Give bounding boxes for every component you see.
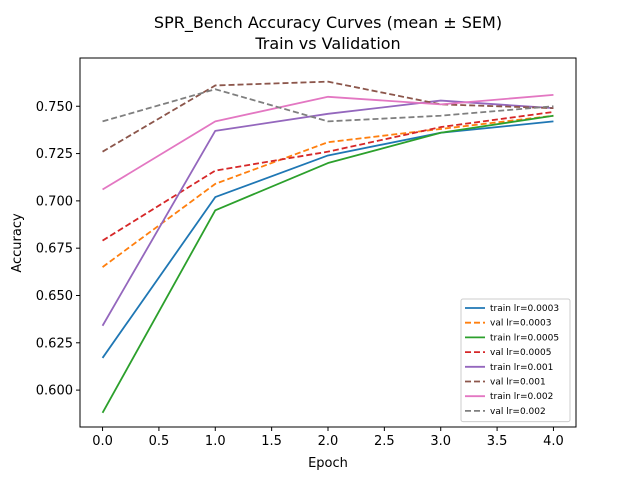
series-line-0 bbox=[101, 120, 554, 359]
legend-label: train lr=0.0005 bbox=[490, 333, 559, 343]
x-tick-label: 3.5 bbox=[487, 434, 508, 449]
legend-box bbox=[460, 298, 571, 423]
x-tick-label: 0.0 bbox=[92, 434, 113, 449]
plot-lines bbox=[101, 80, 554, 414]
series-line-7 bbox=[102, 88, 554, 123]
series-line-3 bbox=[102, 111, 554, 242]
series-line-5 bbox=[102, 80, 554, 153]
y-tick-label: 0.600 bbox=[36, 384, 73, 399]
x-tick-label: 1.0 bbox=[205, 434, 226, 449]
series-line-6 bbox=[102, 94, 554, 191]
y-tick-label: 0.725 bbox=[36, 147, 73, 162]
legend-label: train lr=0.002 bbox=[490, 392, 553, 402]
y-axis-ticks: 0.600 0.625 0.650 0.675 0.700 0.725 0.750 bbox=[36, 100, 80, 399]
x-axis-ticks: 0.0 0.5 1.0 1.5 2.0 2.5 3.0 3.5 4.0 bbox=[92, 427, 564, 449]
legend-label: train lr=0.0003 bbox=[490, 304, 559, 314]
y-axis-label: Accuracy bbox=[10, 213, 25, 273]
legend-label: val lr=0.0005 bbox=[490, 348, 551, 358]
x-tick-label: 4.0 bbox=[543, 434, 564, 449]
y-tick-label: 0.675 bbox=[36, 242, 73, 257]
x-tick-label: 3.0 bbox=[430, 434, 451, 449]
legend: train lr=0.0003 val lr=0.0003 train lr=0.0… bbox=[460, 298, 571, 423]
y-tick-label: 0.700 bbox=[36, 194, 73, 209]
series-line-2 bbox=[101, 114, 554, 414]
chart-title: SPR_Bench Accuracy Curves (mean ± SEM) bbox=[154, 13, 502, 33]
y-tick-label: 0.625 bbox=[36, 336, 73, 351]
legend-label: train lr=0.001 bbox=[490, 363, 553, 373]
series-line-1 bbox=[102, 114, 554, 268]
y-tick-label: 0.750 bbox=[36, 100, 73, 115]
legend-label: val lr=0.0003 bbox=[490, 319, 551, 329]
legend-label: val lr=0.001 bbox=[490, 378, 546, 388]
x-tick-label: 0.5 bbox=[149, 434, 170, 449]
legend-label: val lr=0.002 bbox=[490, 407, 546, 417]
chart-subtitle: Train vs Validation bbox=[254, 34, 400, 53]
series-line-4 bbox=[101, 99, 554, 327]
y-tick-label: 0.650 bbox=[36, 289, 73, 304]
x-tick-label: 1.5 bbox=[261, 434, 282, 449]
x-axis-label: Epoch bbox=[308, 456, 348, 471]
x-tick-label: 2.0 bbox=[318, 434, 339, 449]
x-tick-label: 2.5 bbox=[374, 434, 395, 449]
